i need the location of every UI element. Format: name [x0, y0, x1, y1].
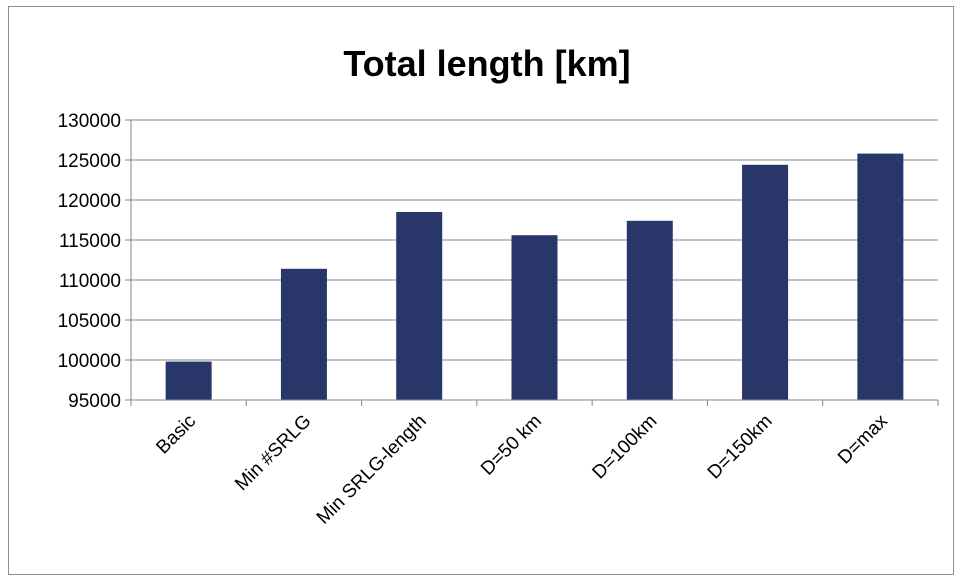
- y-axis-ticks: 95000 100000 105000 110000 115000 120000 12500…: [58, 111, 131, 412]
- y-tick-label: 130000: [58, 111, 121, 132]
- y-tick-label: 110000: [59, 271, 121, 292]
- y-tick-label: 100000: [58, 351, 121, 372]
- y-tick-label: 95000: [68, 391, 121, 412]
- x-tick-label: Min #SRLG: [231, 411, 315, 495]
- x-tick-label: Basic: [152, 411, 200, 459]
- x-tick-label: D=150km: [704, 411, 777, 484]
- x-tick-label: D=100km: [589, 411, 662, 484]
- y-tick-label: 115000: [59, 231, 121, 252]
- y-tick-label: 125000: [58, 151, 121, 172]
- bar: [857, 153, 904, 400]
- gridlines: [131, 119, 938, 361]
- bar: [396, 212, 443, 400]
- bar: [742, 164, 789, 400]
- bar: [165, 361, 212, 400]
- axes: [130, 120, 938, 401]
- bar: [511, 235, 558, 400]
- x-tick-label: D=max: [834, 410, 892, 468]
- bar: [280, 268, 327, 400]
- chart-title: Total length [km]: [343, 43, 630, 84]
- y-tick-label: 120000: [58, 191, 121, 212]
- x-tick-label: Min SRLG-length: [313, 411, 431, 529]
- x-tick-label: D=50 km: [477, 411, 546, 480]
- chart-frame: [8, 6, 954, 575]
- bars: [165, 153, 904, 400]
- y-tick-label: 105000: [58, 311, 121, 332]
- bar: [626, 220, 673, 400]
